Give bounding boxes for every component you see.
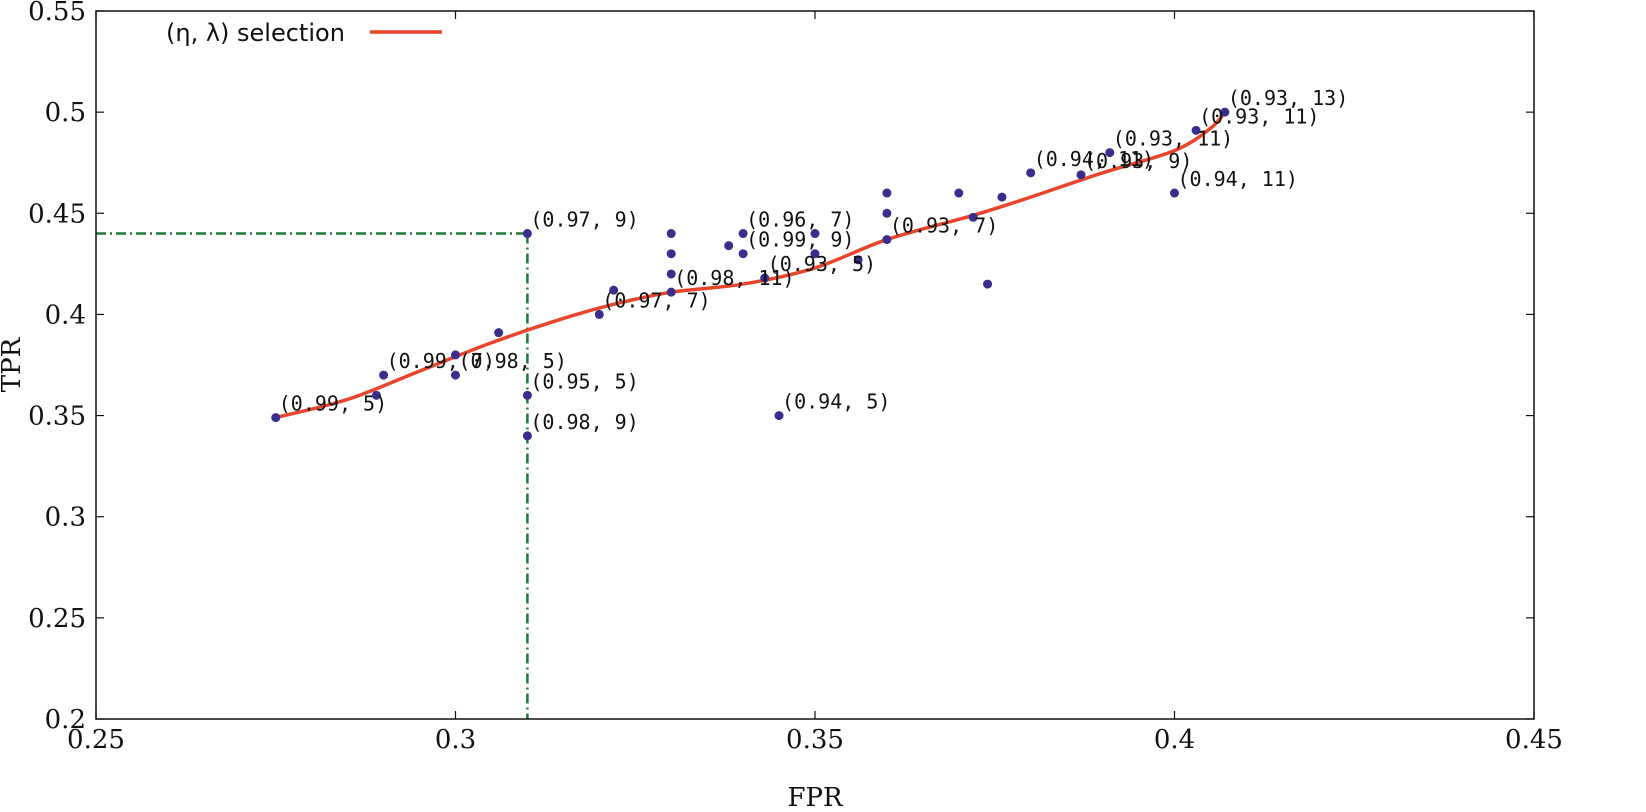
data-point-4 <box>451 370 460 380</box>
data-point-6 <box>522 229 532 239</box>
data-point-5 <box>494 328 504 338</box>
data-point-11 <box>666 229 676 239</box>
y-tick-label-4: 0.4 <box>45 300 86 330</box>
point-label-32: (0.93, 11) <box>1113 127 1233 151</box>
point-label-9: (0.97, 7) <box>602 288 710 312</box>
point-label-6: (0.97, 9) <box>530 208 638 232</box>
y-tick-label-5: 0.45 <box>28 199 86 229</box>
x-tick-label-2: 0.35 <box>786 725 844 755</box>
data-point-18 <box>774 411 784 421</box>
data-point-20 <box>810 249 820 259</box>
data-point-31 <box>1076 170 1086 180</box>
data-point-12 <box>666 249 676 259</box>
point-label-35: (0.93, 13) <box>1228 86 1348 110</box>
data-point-34 <box>1191 125 1201 135</box>
data-point-7 <box>522 390 532 400</box>
legend: (η, λ) selection <box>166 19 442 47</box>
y-tick-label-3: 0.35 <box>28 402 86 432</box>
data-point-15 <box>724 241 734 251</box>
point-label-17: (0.99, 9) <box>746 228 854 252</box>
point-label-4: (0.98, 5) <box>459 349 567 373</box>
point-label-14: (0.98, 11) <box>674 266 794 290</box>
data-point-25 <box>882 235 892 245</box>
legend-label: (η, λ) selection <box>166 19 345 47</box>
points-layer <box>271 107 1230 441</box>
point-label-16: (0.96, 7) <box>746 208 854 232</box>
point-label-7: (0.95, 5) <box>530 369 638 393</box>
data-point-32 <box>1105 148 1115 158</box>
point-label-1: (0.99, 7) <box>387 349 495 373</box>
data-point-35 <box>1220 107 1230 117</box>
selection-curve-layer <box>275 110 1227 420</box>
point-label-0: (0.99, 5) <box>279 392 387 416</box>
y-tick-label-6: 0.5 <box>45 98 86 128</box>
y-tick-label-2: 0.3 <box>45 503 86 533</box>
data-point-19 <box>810 229 820 239</box>
y-tick-label-7: 0.55 <box>28 0 86 27</box>
point-label-31: (0.93, 9) <box>1084 149 1192 173</box>
x-axis-label: FPR <box>787 783 844 812</box>
x-tick-label-1: 0.3 <box>435 725 476 755</box>
data-point-24 <box>882 208 892 218</box>
data-point-30 <box>1026 168 1036 178</box>
data-point-33 <box>1170 188 1179 198</box>
data-point-10 <box>609 285 619 295</box>
data-point-22 <box>853 255 863 265</box>
data-point-9 <box>594 309 604 319</box>
point-label-34: (0.93, 11) <box>1199 104 1319 128</box>
data-point-2 <box>371 390 381 400</box>
y-tick-label-0: 0.2 <box>45 705 86 735</box>
data-point-13 <box>666 269 676 279</box>
y-tick-label-1: 0.25 <box>28 604 86 634</box>
data-point-23 <box>882 188 892 198</box>
data-point-28 <box>983 279 993 289</box>
data-point-21 <box>760 273 770 283</box>
ticks-layer: 0.25 0.3 0.35 0.4 0.450.20.250.30.350.40.450… <box>28 0 1563 755</box>
point-label-25: (0.93, 7) <box>890 214 998 238</box>
point-label-30: (0.94, 11) <box>1034 147 1154 171</box>
data-point-17 <box>738 249 748 259</box>
data-point-0 <box>271 413 281 423</box>
y-axis-label: TPR <box>0 336 27 392</box>
selection-curve <box>275 110 1227 420</box>
data-point-16 <box>738 229 748 239</box>
data-point-29 <box>997 192 1007 202</box>
data-point-14 <box>666 287 676 297</box>
data-point-1 <box>379 370 389 380</box>
data-point-8 <box>522 431 532 441</box>
x-tick-label-0: 0.25 <box>67 725 125 755</box>
reference-lines <box>96 232 529 719</box>
point-label-21: (0.93, 5) <box>768 252 876 276</box>
data-point-3 <box>451 350 460 360</box>
x-tick-label-3: 0.4 <box>1154 725 1195 755</box>
point-label-33: (0.94, 11) <box>1178 167 1298 191</box>
point-label-18: (0.94, 5) <box>782 390 890 414</box>
data-point-27 <box>968 212 978 222</box>
x-tick-label-4: 0.45 <box>1505 725 1563 755</box>
data-point-26 <box>954 188 964 198</box>
point-labels-layer: (0.99, 5)(0.99, 7)(0.98, 5) (0.97, 9) (0.9… <box>279 86 1349 434</box>
point-label-8: (0.98, 9) <box>530 410 638 434</box>
